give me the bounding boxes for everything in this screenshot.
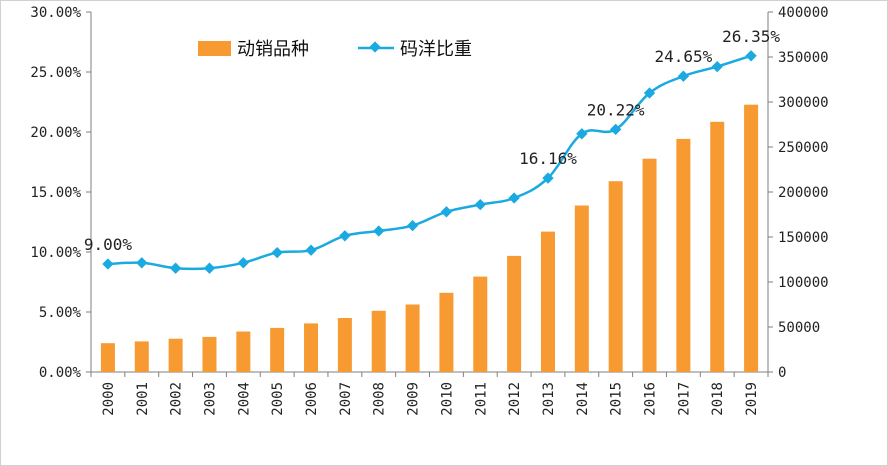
bar-2016 <box>642 158 657 372</box>
line-point-2004 <box>237 257 249 269</box>
right-tick-label: 150000 <box>778 230 829 246</box>
x-tick-label: 2001 <box>135 382 151 416</box>
bar-2001 <box>134 341 149 372</box>
x-tick-label: 2013 <box>541 382 557 416</box>
right-tick-label: 350000 <box>778 50 829 66</box>
left-tick-label: 5.00% <box>39 305 82 321</box>
bar-2005 <box>270 327 285 372</box>
x-tick-label: 2016 <box>643 382 659 416</box>
bar-2011 <box>473 276 488 372</box>
x-tick-label: 2010 <box>439 382 455 416</box>
line-point-2008 <box>373 225 385 237</box>
line-point-2019 <box>745 50 757 62</box>
line-series <box>102 50 757 274</box>
line-point-2006 <box>305 244 317 256</box>
line-point-2001 <box>136 257 148 269</box>
right-tick-label: 300000 <box>778 95 829 111</box>
legend: 动销品种 码洋比重 <box>198 39 472 60</box>
legend-line-marker <box>369 41 381 53</box>
x-tick-label: 2012 <box>507 382 523 416</box>
left-tick-label: 15.00% <box>30 185 81 201</box>
x-tick-label: 2019 <box>744 382 760 416</box>
line-point-2014 <box>576 128 588 140</box>
right-tick-label: 0 <box>778 365 786 381</box>
legend-line-label: 码洋比重 <box>400 39 472 60</box>
bar-2009 <box>405 304 420 372</box>
bar-2013 <box>540 231 555 372</box>
right-tick-label: 50000 <box>778 320 820 336</box>
x-tick-label: 2003 <box>202 382 218 416</box>
bar-2004 <box>236 331 251 372</box>
x-axis-ticks: 2000 2001 2002 2003 2004 2005 2006 2007 2008 2009… <box>90 372 769 416</box>
right-tick-label: 200000 <box>778 185 829 201</box>
x-tick-label: 2011 <box>473 382 489 416</box>
x-tick-label: 2008 <box>372 382 388 416</box>
left-axis-ticks: 0.00% 5.00% 10.00% 15.00% 20.00% 25.00% 30.00% <box>30 5 91 381</box>
x-tick-label: 2009 <box>406 382 422 416</box>
bar-2006 <box>304 323 319 372</box>
line-point-2012 <box>508 192 520 204</box>
annotation-2000: 9.00% <box>84 235 133 254</box>
x-tick-label: 2007 <box>338 382 354 416</box>
bar-2018 <box>710 121 725 372</box>
line-point-2010 <box>440 206 453 218</box>
bar-2010 <box>439 292 454 372</box>
bar-series <box>100 104 759 372</box>
bar-2015 <box>608 181 623 372</box>
left-tick-label: 30.00% <box>30 5 81 21</box>
x-tick-label: 2018 <box>710 382 726 416</box>
right-tick-label: 100000 <box>778 275 829 291</box>
bar-2008 <box>371 310 386 372</box>
legend-bar-swatch <box>198 41 231 56</box>
line-point-2002 <box>169 262 182 274</box>
bar-2003 <box>202 336 217 372</box>
line-point-2005 <box>271 246 283 259</box>
annotation-2017: 24.65% <box>654 47 712 66</box>
right-tick-label: 400000 <box>778 5 829 21</box>
line-point-2007 <box>339 230 351 242</box>
bar-2002 <box>168 338 183 372</box>
x-tick-label: 2006 <box>304 382 320 416</box>
right-axis-ticks: 0 50000 100000 150000 200000 250000 300000 3500… <box>768 5 829 381</box>
bar-2014 <box>574 205 589 372</box>
line-point-2011 <box>474 198 486 211</box>
line-annotations: 9.00% 16.16% 20.22% 24.65% 26.35% <box>84 27 781 254</box>
x-tick-label: 2005 <box>270 382 286 416</box>
left-tick-label: 10.00% <box>30 245 81 261</box>
x-tick-label: 2014 <box>575 382 591 416</box>
x-tick-label: 2015 <box>609 382 625 416</box>
annotation-2013: 16.16% <box>519 149 577 168</box>
left-tick-label: 25.00% <box>30 65 81 81</box>
right-tick-label: 250000 <box>778 140 829 156</box>
left-tick-label: 0.00% <box>39 365 82 381</box>
bar-2007 <box>337 318 352 372</box>
line-point-2003 <box>203 262 216 274</box>
x-tick-label: 2017 <box>676 382 692 416</box>
line-point-2013 <box>542 172 554 184</box>
annotation-2015: 20.22% <box>587 100 645 119</box>
line-point-2009 <box>406 219 419 232</box>
bar-2012 <box>507 255 522 372</box>
left-tick-label: 20.00% <box>30 125 81 141</box>
x-tick-label: 2002 <box>169 382 185 416</box>
bar-2000 <box>100 343 115 372</box>
bar-2019 <box>744 104 759 372</box>
bar-2017 <box>676 138 691 372</box>
x-tick-label: 2000 <box>101 382 117 416</box>
legend-bar-label: 动销品种 <box>237 39 309 60</box>
annotation-2019: 26.35% <box>722 27 780 46</box>
x-tick-label: 2004 <box>236 382 252 416</box>
